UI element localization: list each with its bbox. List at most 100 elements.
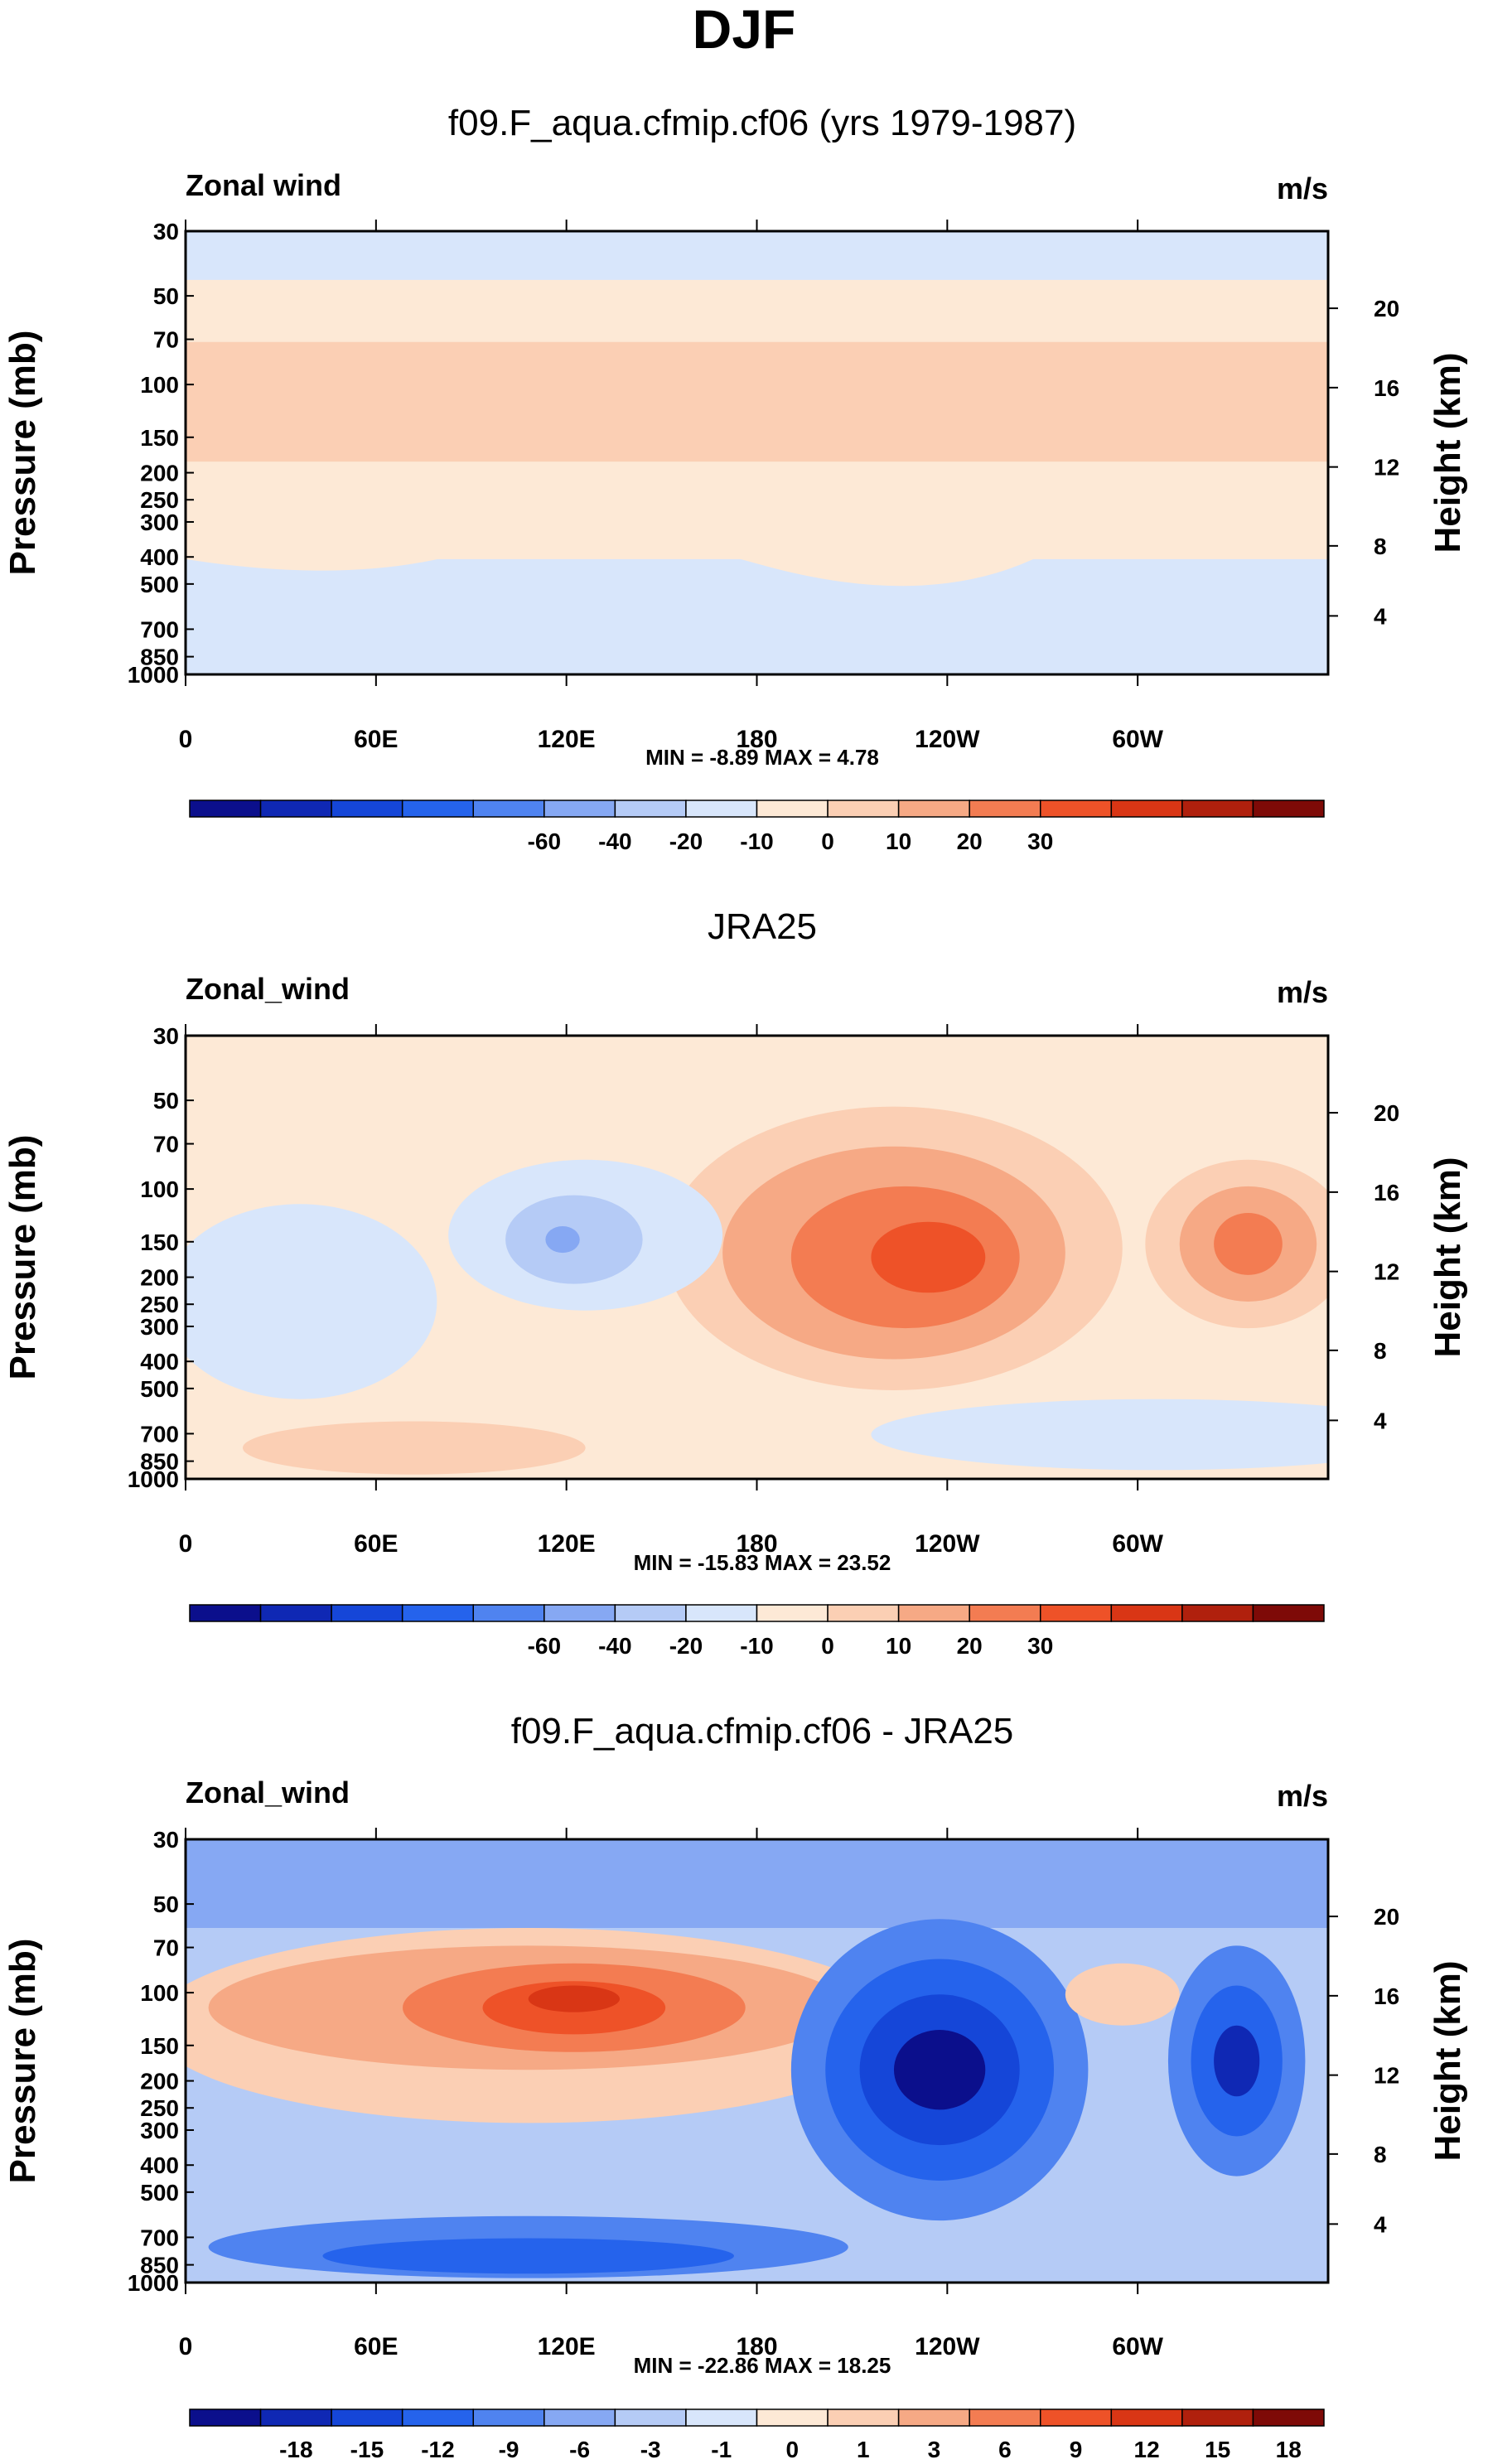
y-tick-label: 50 [153, 1891, 179, 1917]
y-tick-label: 700 [140, 1421, 179, 1447]
plot-area [186, 231, 1328, 674]
y2-tick-label: 20 [1374, 296, 1399, 321]
colorbar-swatch [756, 1604, 829, 1622]
y2-tick-label: 12 [1374, 2063, 1399, 2089]
colorbar-swatch [685, 1604, 758, 1622]
colorbar-swatch [544, 1604, 616, 1622]
colorbar-label: -6 [569, 2437, 590, 2462]
x-tick-label: 120E [538, 726, 596, 753]
y-tick-label: 700 [140, 616, 179, 642]
min-max-stats: MIN = -22.86 MAX = 18.25 [634, 2353, 891, 2378]
colorbar-swatch [472, 800, 545, 818]
colorbar-label: -9 [499, 2437, 519, 2462]
colorbar-label: 1 [857, 2437, 870, 2462]
x-tick-label: 120W [915, 2333, 980, 2360]
y-tick-label: 400 [140, 2152, 179, 2178]
colorbar-swatch [1040, 2408, 1113, 2427]
panel-3: f09.F_aqua.cfmip.cf06 - JRA25 Zonal_wind m… [2, 1711, 1468, 2462]
field-pos-small [1065, 1963, 1180, 2026]
x-tick-label: 180 [736, 726, 777, 753]
colorbar-label: -10 [740, 1633, 773, 1659]
y2-tick-label: 8 [1374, 534, 1387, 559]
left-label: Zonal_wind [186, 1776, 350, 1809]
colorbar-label: 0 [821, 1633, 834, 1659]
colorbar-swatch [756, 800, 829, 818]
y-tick-label: 500 [140, 572, 179, 597]
colorbar-swatch [544, 2408, 616, 2427]
colorbar-label: 10 [886, 1633, 911, 1659]
y-tick-label: 500 [140, 2180, 179, 2206]
y-tick-label: 850 [140, 645, 179, 670]
colorbar-swatch [472, 1604, 545, 1622]
y-tick-label: 1000 [128, 662, 179, 688]
colorbar-swatch [1181, 1604, 1254, 1622]
colorbar-label: 30 [1027, 1633, 1053, 1659]
y-tick-label: 150 [140, 2033, 179, 2059]
y-tick-label: 50 [153, 1088, 179, 1114]
colorbar-swatch [189, 800, 262, 818]
colorbar-swatch [756, 2408, 829, 2427]
x-tick-label: 60W [1112, 2333, 1163, 2360]
y-tick-label: 150 [140, 1230, 179, 1255]
colorbar-label: -1 [711, 2437, 732, 2462]
y-tick-label: 300 [140, 510, 179, 535]
colorbar-swatch [897, 1604, 970, 1622]
colorbar-swatch [685, 800, 758, 818]
panel-title: f09.F_aqua.cfmip.cf06 - JRA25 [511, 1711, 1014, 1751]
colorbar-label: 6 [998, 2437, 1012, 2462]
colorbar-label: -20 [669, 829, 703, 854]
y2-tick-label: 4 [1374, 1408, 1387, 1433]
y-tick-label: 100 [140, 372, 179, 398]
colorbar-swatch [401, 1604, 474, 1622]
x-tick-label: 60E [354, 1530, 398, 1558]
min-max-stats: MIN = -8.89 MAX = 4.78 [645, 745, 879, 770]
field-band-core [186, 341, 1328, 462]
y2-tick-label: 20 [1374, 1904, 1399, 1930]
colorbar-swatch [969, 800, 1041, 818]
colorbar-swatch [614, 800, 687, 818]
colorbar-swatch [259, 2408, 332, 2427]
y2-axis-title: Height (km) [1428, 1961, 1468, 2162]
colorbar-swatch [259, 800, 332, 818]
field-top-band [186, 1839, 1328, 1928]
x-tick-label: 0 [179, 726, 193, 753]
colorbar-swatch [401, 2408, 474, 2427]
colorbar-swatch [544, 800, 616, 818]
y-tick-label: 70 [153, 1132, 179, 1157]
colorbar-label: -60 [528, 829, 561, 854]
colorbar-swatch [1110, 800, 1183, 818]
colorbar-swatch [969, 1604, 1041, 1622]
colorbar-swatch [1252, 1604, 1325, 1622]
colorbar-label: 3 [928, 2437, 941, 2462]
y2-axis-title: Height (km) [1428, 353, 1468, 553]
y-tick-label: 850 [140, 2253, 179, 2278]
colorbar-label: -15 [350, 2437, 384, 2462]
colorbar-swatch [1110, 1604, 1183, 1622]
y-tick-label: 250 [140, 2095, 179, 2121]
colorbar-swatch [897, 2408, 970, 2427]
right-label: m/s [1277, 975, 1328, 1009]
colorbar-label: 30 [1027, 829, 1053, 854]
field-easterly-west [186, 1204, 437, 1399]
y-tick-label: 850 [140, 1449, 179, 1475]
colorbar-swatch [827, 2408, 900, 2427]
colorbar-label: -40 [598, 829, 631, 854]
colorbar-swatch [259, 1604, 332, 1622]
colorbar-swatch [1040, 1604, 1113, 1622]
right-label: m/s [1277, 1779, 1328, 1813]
y-tick-label: 70 [153, 1935, 179, 1961]
colorbar-label: 10 [886, 829, 911, 854]
y-tick-label: 700 [140, 2225, 179, 2250]
y-tick-label: 30 [153, 1827, 179, 1853]
x-tick-label: 60E [354, 726, 398, 753]
colorbar-label: 15 [1205, 2437, 1230, 2462]
y2-tick-label: 16 [1374, 375, 1399, 401]
colorbar-label: 0 [785, 2437, 799, 2462]
field-lower-westerly [242, 1421, 586, 1475]
y-tick-label: 400 [140, 544, 179, 570]
colorbar-label: -18 [279, 2437, 312, 2462]
colorbar-label: -60 [528, 1633, 561, 1659]
x-tick-label: 60W [1112, 726, 1163, 753]
y2-tick-label: 4 [1374, 603, 1387, 629]
